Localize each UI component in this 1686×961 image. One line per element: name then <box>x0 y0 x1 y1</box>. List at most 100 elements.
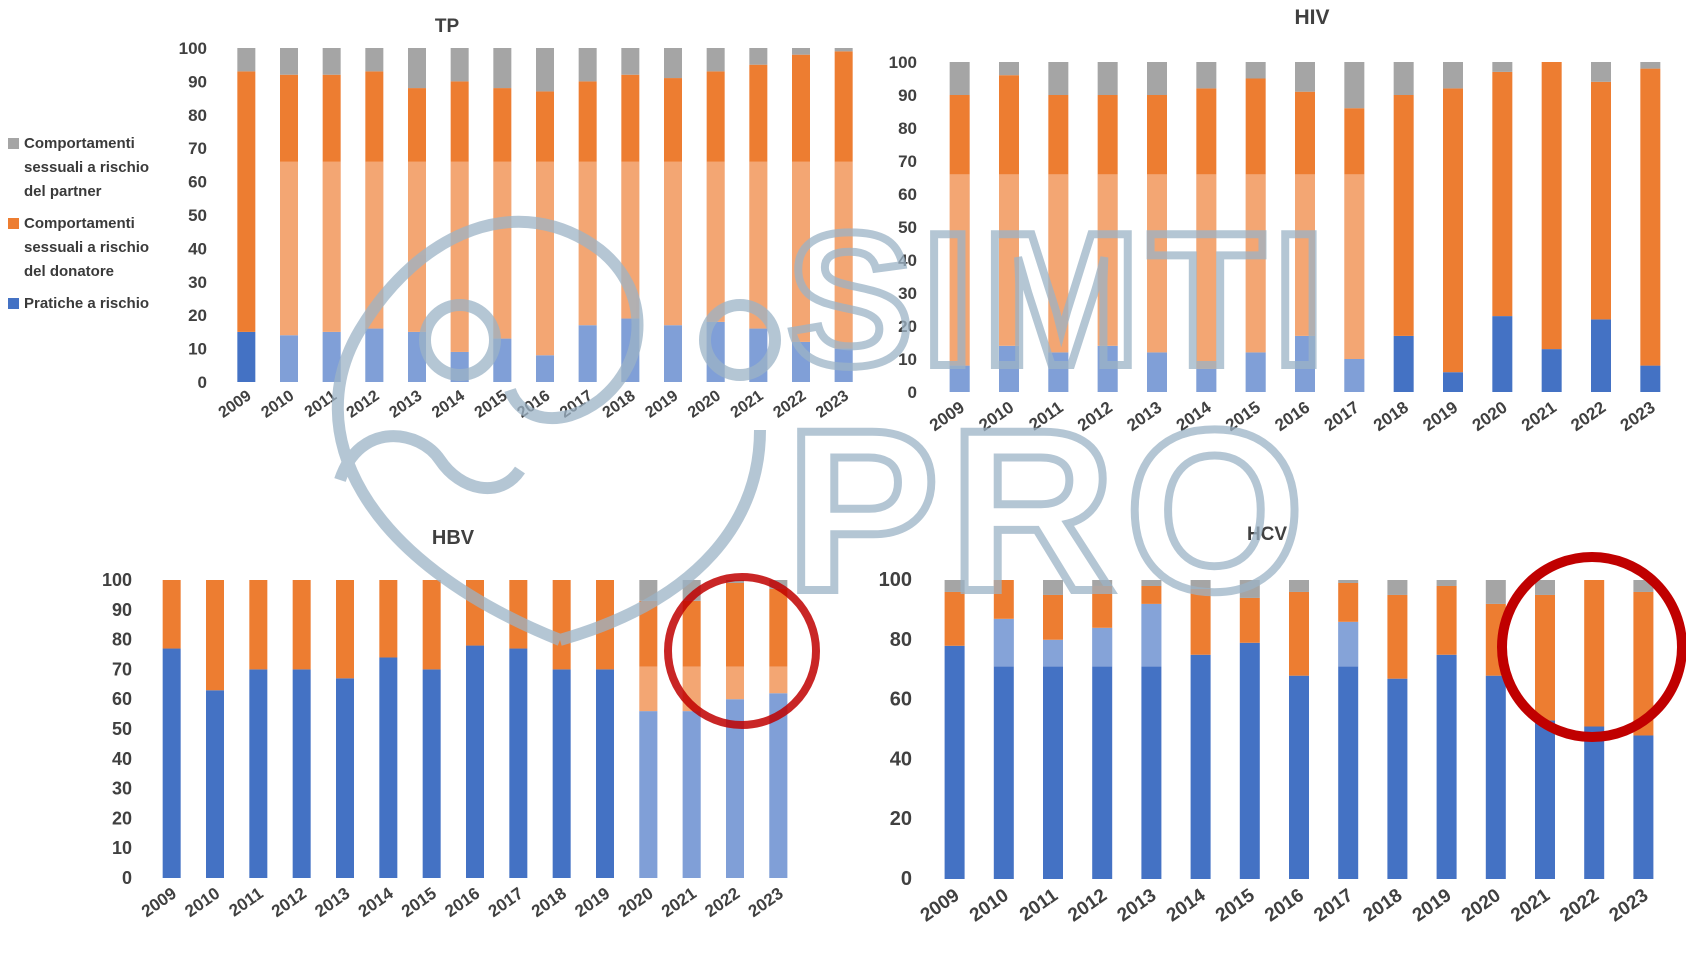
bar-segment <box>1492 316 1513 392</box>
y-tick-label: 100 <box>879 569 912 591</box>
bar-fade <box>993 618 1014 667</box>
bar-segment <box>1591 81 1611 320</box>
bar-segment <box>1633 580 1654 592</box>
x-tick-label: 2015 <box>1212 885 1259 927</box>
bar-fade <box>792 161 810 382</box>
bar-fade <box>450 161 469 382</box>
bar-segment <box>1443 88 1463 373</box>
bar-segment <box>1097 62 1118 95</box>
bar-segment <box>1048 352 1069 392</box>
bar-fade <box>749 161 768 382</box>
bar-segment <box>552 669 571 878</box>
y-tick-label: 80 <box>890 629 912 651</box>
legend-item-donatore: Comportamenti sessuali a rischio del don… <box>8 212 168 284</box>
bar-segment <box>450 81 469 352</box>
watermark-heart-icon <box>558 429 766 646</box>
bar-segment <box>509 580 528 649</box>
bar-segment <box>769 693 788 878</box>
bar-fade <box>1338 621 1359 667</box>
bar-segment <box>682 600 701 712</box>
watermark-drop-icon <box>334 430 525 494</box>
legend-swatch-pratiche <box>8 298 19 309</box>
bar-segment <box>1640 365 1661 392</box>
bar-segment <box>1295 62 1315 92</box>
bar-segment <box>1043 580 1063 595</box>
highlight-circle-hcv <box>1497 552 1686 742</box>
x-tick-label: 2023 <box>1606 885 1653 926</box>
y-tick-label: 20 <box>898 317 917 336</box>
bar-segment <box>1147 95 1167 353</box>
bar-segment <box>621 48 640 75</box>
bar-segment <box>1289 675 1309 879</box>
bar-segment <box>365 328 384 382</box>
y-tick-label: 0 <box>908 383 917 402</box>
bar-segment <box>1048 62 1069 95</box>
y-tick-label: 40 <box>112 749 132 769</box>
bar-segment <box>1338 580 1359 583</box>
x-tick-label: 2010 <box>966 885 1013 926</box>
y-tick-label: 50 <box>898 218 917 237</box>
bar-fade <box>1092 627 1113 667</box>
bar-fade <box>1048 174 1069 392</box>
legend-item-pratiche: Pratiche a rischio <box>8 292 168 316</box>
bar-segment <box>944 580 965 592</box>
bar-fade <box>1097 174 1118 392</box>
bar-segment <box>1640 68 1661 366</box>
bar-segment <box>1295 91 1315 336</box>
bar-segment <box>1190 654 1211 879</box>
bar-segment <box>949 62 970 95</box>
y-tick-label: 90 <box>188 72 207 91</box>
bar-fade <box>1344 174 1365 392</box>
bar-segment <box>1141 603 1162 879</box>
bar-segment <box>1535 580 1555 595</box>
bar-segment <box>1338 582 1359 622</box>
bar-segment <box>596 669 614 878</box>
bar-segment <box>792 341 810 382</box>
bar-segment <box>493 88 512 339</box>
x-tick-label: 2013 <box>386 387 425 421</box>
chart-title: HBV <box>432 527 475 549</box>
x-tick-label: 2022 <box>1556 885 1603 926</box>
bar-segment <box>206 580 224 691</box>
legend-swatch-donatore <box>8 218 19 229</box>
bar-segment <box>1245 62 1266 79</box>
bar-segment <box>999 62 1019 76</box>
bar-segment <box>792 48 810 55</box>
x-tick-label: 2011 <box>1016 885 1062 926</box>
x-tick-label: 2017 <box>485 884 527 921</box>
bar-segment <box>336 678 354 878</box>
y-tick-label: 80 <box>112 630 132 650</box>
bar-segment <box>1043 594 1063 640</box>
y-tick-label: 10 <box>112 838 132 858</box>
x-tick-label: 2016 <box>1261 885 1308 926</box>
bar-fade <box>1043 639 1063 667</box>
bar-segment <box>1436 580 1457 586</box>
bar-segment <box>834 348 853 382</box>
x-tick-label: 2009 <box>138 884 180 921</box>
y-tick-label: 30 <box>898 284 917 303</box>
bar-segment <box>1141 585 1162 604</box>
x-tick-label: 2013 <box>311 884 353 921</box>
bar-segment <box>1443 62 1463 89</box>
bar-segment <box>999 345 1019 392</box>
bar-segment <box>1387 594 1408 679</box>
y-tick-label: 90 <box>898 86 917 105</box>
y-tick-label: 20 <box>890 808 912 830</box>
y-tick-label: 40 <box>890 748 912 770</box>
bar-segment <box>726 699 744 878</box>
bar-segment <box>944 645 965 879</box>
bar-segment <box>682 711 701 878</box>
bar-segment <box>379 657 398 878</box>
bar-segment <box>749 64 768 329</box>
y-tick-label: 20 <box>188 306 207 325</box>
bar-segment <box>1393 335 1414 392</box>
bar-segment <box>578 48 597 82</box>
y-tick-label: 60 <box>898 185 917 204</box>
y-tick-label: 10 <box>898 350 917 369</box>
y-tick-label: 60 <box>112 689 132 709</box>
bar-segment <box>993 580 1014 619</box>
bar-segment <box>639 711 658 878</box>
bar-segment <box>237 331 256 382</box>
bar-fade <box>1245 174 1266 392</box>
